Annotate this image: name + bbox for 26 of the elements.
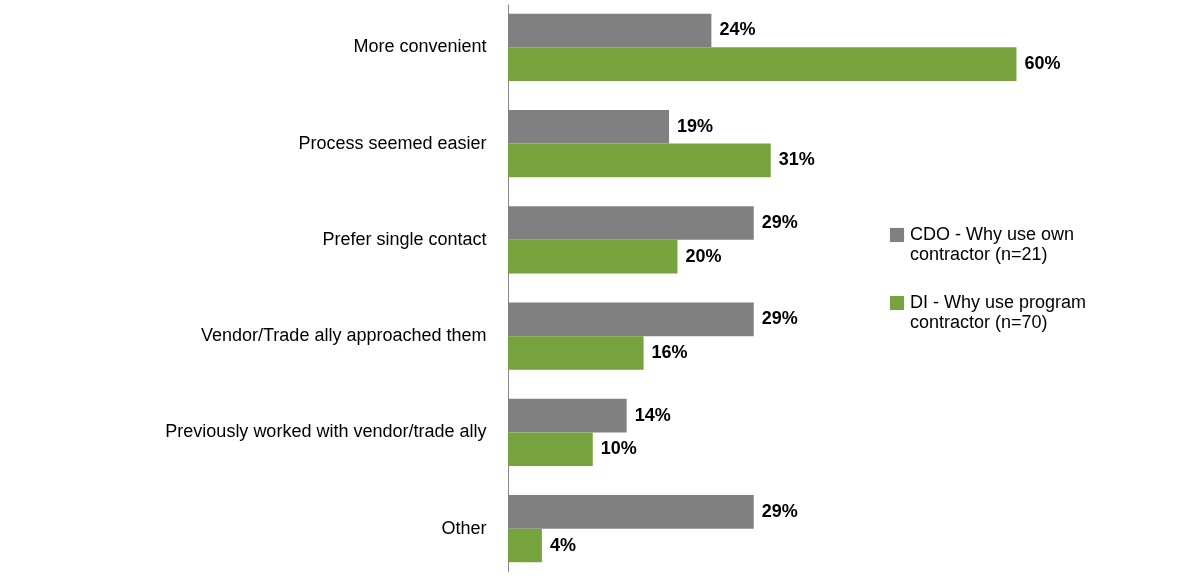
data-label: 16% xyxy=(651,341,688,362)
bar xyxy=(508,336,644,370)
y-tick-label: Previously worked with vendor/trade ally xyxy=(165,421,487,442)
bar xyxy=(508,143,771,178)
data-label: 24% xyxy=(719,19,756,40)
bar xyxy=(508,239,678,274)
bar xyxy=(508,528,542,563)
y-tick-label: More convenient xyxy=(353,36,487,57)
data-label: 29% xyxy=(761,500,798,521)
data-label: 60% xyxy=(1024,53,1061,74)
data-label: 29% xyxy=(761,308,798,329)
bar xyxy=(508,47,1017,82)
data-label: 20% xyxy=(685,245,722,266)
y-tick-label: Process seemed easier xyxy=(298,132,487,153)
data-label: 19% xyxy=(677,115,714,136)
y-tick-label: Other xyxy=(441,517,487,538)
data-label: 14% xyxy=(634,404,671,425)
data-label: 29% xyxy=(761,212,798,233)
data-label: 31% xyxy=(778,149,815,170)
y-tick-label: Prefer single contact xyxy=(322,228,487,249)
bar xyxy=(508,432,593,467)
data-label: 10% xyxy=(600,438,637,459)
y-tick-label: Vendor/Trade ally approached them xyxy=(200,325,487,346)
legend-label: DI - Why use program contractor (n=70) xyxy=(910,292,1087,332)
data-label: 4% xyxy=(549,534,576,555)
legend-label: CDO - Why use own contractor (n=21) xyxy=(910,224,1075,264)
